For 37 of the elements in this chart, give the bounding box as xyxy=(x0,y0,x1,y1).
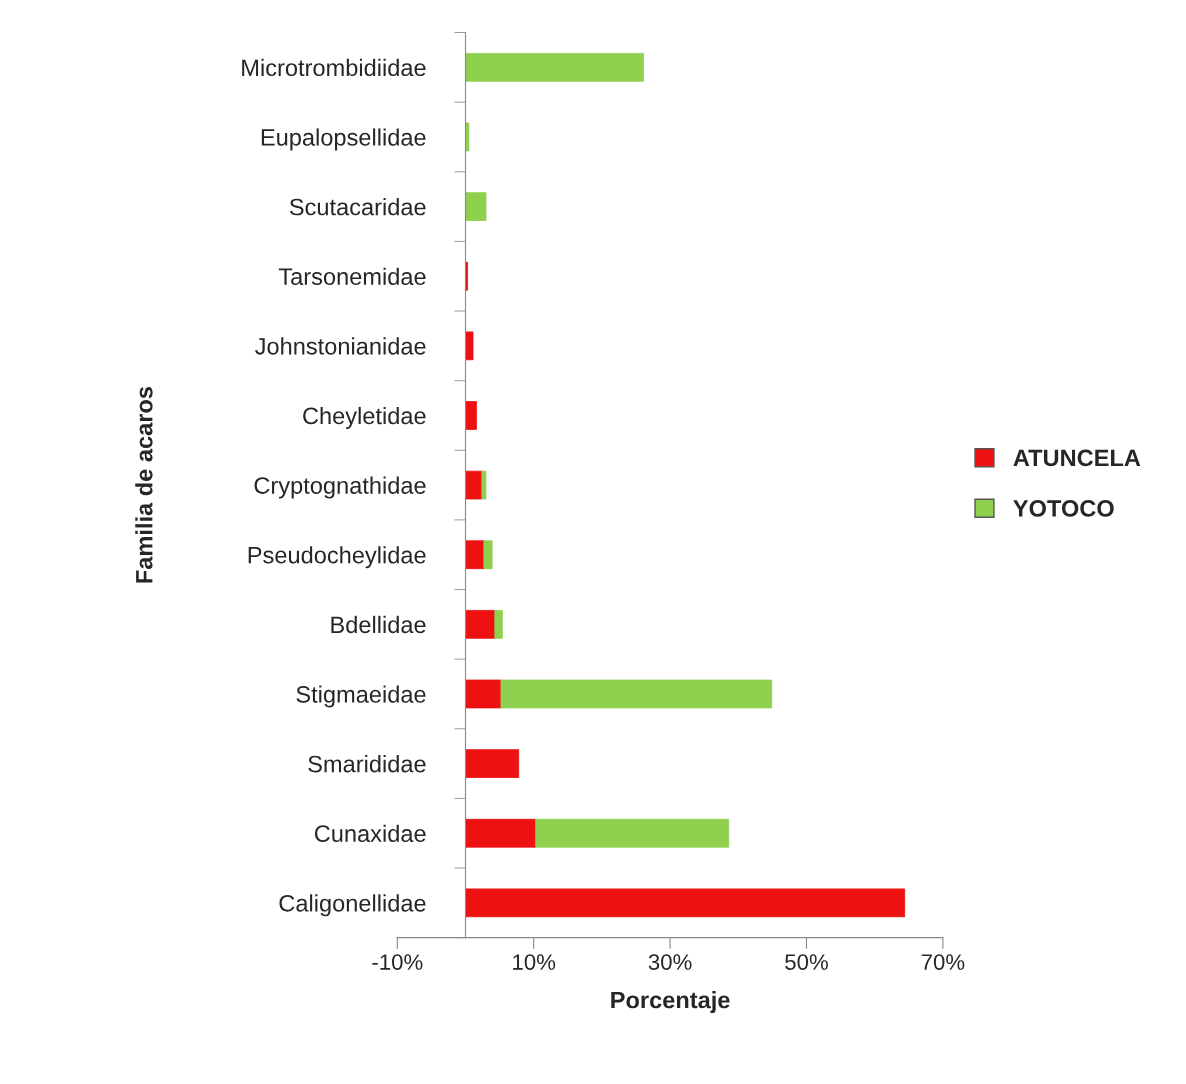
y-tick-label: Pseudocheylidae xyxy=(248,546,426,569)
legend-label: YOTOCO xyxy=(1013,500,1114,517)
x-tick-label: 10% xyxy=(513,954,556,970)
bar xyxy=(494,610,503,639)
bar xyxy=(483,540,493,570)
y-tick-label: Cheyletidae xyxy=(303,406,426,429)
y-tick-label: Smarididae xyxy=(308,755,426,773)
bar xyxy=(465,818,537,848)
y-tick-label: Bdellidae xyxy=(331,615,426,634)
y-tick-label: Caligonellidae xyxy=(279,894,426,917)
x-tick-label: 70% xyxy=(921,954,965,970)
bar xyxy=(465,679,502,709)
bar xyxy=(500,679,773,709)
y-tick-label: Johnstonianidae xyxy=(255,337,426,355)
bar xyxy=(465,192,487,221)
x-tick-label: 50% xyxy=(785,954,828,970)
y-axis-title: Familia de acaros xyxy=(135,386,153,583)
y-tick-label: Cunaxidae xyxy=(314,824,426,843)
y-tick-label: Tarsonemidae xyxy=(278,267,426,285)
bar xyxy=(481,470,487,500)
x-tick-label: 30% xyxy=(648,954,692,970)
bar xyxy=(465,122,470,152)
x-tick-label: -10% xyxy=(372,954,423,970)
bar xyxy=(465,52,644,82)
y-tick-label: Scutacaridae xyxy=(289,198,426,216)
legend-label: ATUNCELA xyxy=(1013,449,1141,467)
y-tick-label: Microtrombidiidae xyxy=(242,58,426,77)
x-axis-title: Porcentaje xyxy=(611,991,730,1014)
bar xyxy=(465,888,906,918)
bar xyxy=(465,331,474,361)
bar xyxy=(465,401,477,430)
bar xyxy=(535,818,730,848)
y-tick-label: Cryptognathidae xyxy=(254,476,426,499)
bar xyxy=(465,749,520,778)
bar xyxy=(465,610,496,639)
y-tick-label: Stigmaeidae xyxy=(296,685,426,708)
y-tick-label: Eupalopsellidae xyxy=(261,128,426,151)
